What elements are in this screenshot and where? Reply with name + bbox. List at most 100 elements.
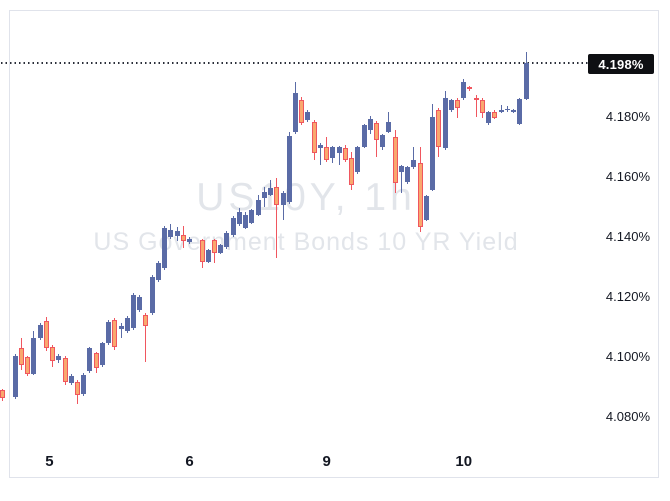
- candle-down: [50, 347, 56, 361]
- candle-up: [243, 215, 249, 228]
- candle-up: [205, 249, 211, 262]
- candle-down: [473, 98, 479, 101]
- candle-wick: [282, 191, 284, 220]
- price-tick-label: 4.080%: [605, 409, 650, 424]
- candle-up: [442, 98, 448, 148]
- candle-up: [162, 228, 168, 268]
- candle-up: [461, 81, 467, 99]
- candle-down: [112, 320, 118, 348]
- candle-up: [218, 245, 224, 253]
- candle-up: [523, 63, 529, 99]
- candle-up: [56, 356, 62, 360]
- candle-down: [374, 123, 379, 141]
- candle-up: [99, 342, 105, 366]
- candle-up: [155, 263, 161, 280]
- candle-down: [212, 240, 218, 253]
- candle-up: [268, 188, 274, 195]
- candle-up: [330, 147, 336, 159]
- candle-down: [62, 357, 68, 382]
- candle-wick: [456, 98, 458, 118]
- candle-down: [74, 381, 80, 396]
- candle-up: [448, 99, 454, 111]
- candle-up: [168, 230, 174, 237]
- candle-wick: [413, 147, 415, 169]
- candle-up: [236, 212, 242, 225]
- candle-down: [299, 99, 305, 123]
- candle-up: [118, 326, 124, 330]
- candle-up: [81, 375, 87, 394]
- candle-up: [423, 195, 429, 220]
- candle-up: [230, 218, 236, 235]
- candle-up: [137, 297, 143, 310]
- candle-up: [498, 110, 504, 112]
- candle-up: [12, 356, 18, 397]
- candle-up: [87, 348, 93, 372]
- candle-down: [180, 234, 186, 241]
- candle-up: [386, 122, 392, 132]
- candle-up: [517, 99, 523, 124]
- candle-up: [511, 110, 517, 112]
- candle-up: [106, 321, 112, 343]
- candle-wick: [500, 105, 502, 114]
- candle-down: [479, 99, 485, 114]
- price-tick-label: 4.160%: [605, 169, 650, 184]
- candle-up: [336, 147, 342, 153]
- candle-up: [355, 147, 361, 172]
- candle-up: [261, 192, 267, 198]
- candle-up: [361, 125, 367, 147]
- time-tick-label: 10: [455, 453, 473, 470]
- candle-wick: [400, 165, 402, 193]
- price-tick-label: 4.100%: [605, 349, 650, 364]
- candle-up: [68, 375, 74, 384]
- candle-down: [143, 315, 149, 327]
- candle-down: [467, 87, 473, 90]
- time-tick-label: 6: [185, 453, 194, 470]
- candle-up: [249, 210, 255, 223]
- time-tick-label: 9: [322, 453, 331, 470]
- candle-down: [274, 186, 280, 205]
- price-tick-label: 4.180%: [605, 109, 650, 124]
- candle-wick: [506, 105, 508, 112]
- candle-up: [31, 338, 37, 375]
- candle-down: [342, 147, 348, 160]
- candle-up: [280, 192, 286, 205]
- candle-wick: [120, 323, 122, 339]
- candle-wick: [276, 177, 278, 258]
- last-price-badge: 4.198%: [588, 54, 654, 74]
- candle-up: [255, 200, 261, 216]
- candle-down: [43, 321, 49, 348]
- price-tick-label: 4.140%: [605, 229, 650, 244]
- candle-up: [174, 231, 180, 237]
- candle-up: [224, 233, 230, 247]
- candle-wick: [338, 146, 340, 165]
- candle-up: [293, 93, 298, 132]
- candle-down: [392, 137, 398, 183]
- candle-down: [454, 99, 460, 108]
- candle-down: [436, 110, 442, 147]
- candle-up: [305, 111, 311, 120]
- candle-down: [199, 240, 205, 262]
- candle-wick: [475, 95, 477, 117]
- candle-up: [187, 239, 193, 243]
- candle-down: [0, 390, 6, 399]
- candle-up: [124, 318, 130, 331]
- candle-up: [430, 117, 436, 190]
- candle-up: [411, 159, 417, 168]
- candle-down: [417, 162, 423, 228]
- time-tick-label: 5: [45, 453, 54, 470]
- price-tick-label: 4.120%: [605, 289, 650, 304]
- candle-down: [324, 147, 330, 160]
- candle-down: [93, 353, 99, 369]
- candle-up: [286, 135, 292, 202]
- candle-down: [25, 357, 31, 375]
- candle-up: [405, 167, 411, 183]
- candle-up: [37, 324, 43, 339]
- candle-up: [367, 119, 373, 130]
- time-axis[interactable]: [9, 446, 659, 478]
- candle-up: [149, 276, 155, 313]
- candle-down: [492, 111, 498, 118]
- candle-wick: [319, 143, 321, 165]
- candle-up: [504, 108, 510, 111]
